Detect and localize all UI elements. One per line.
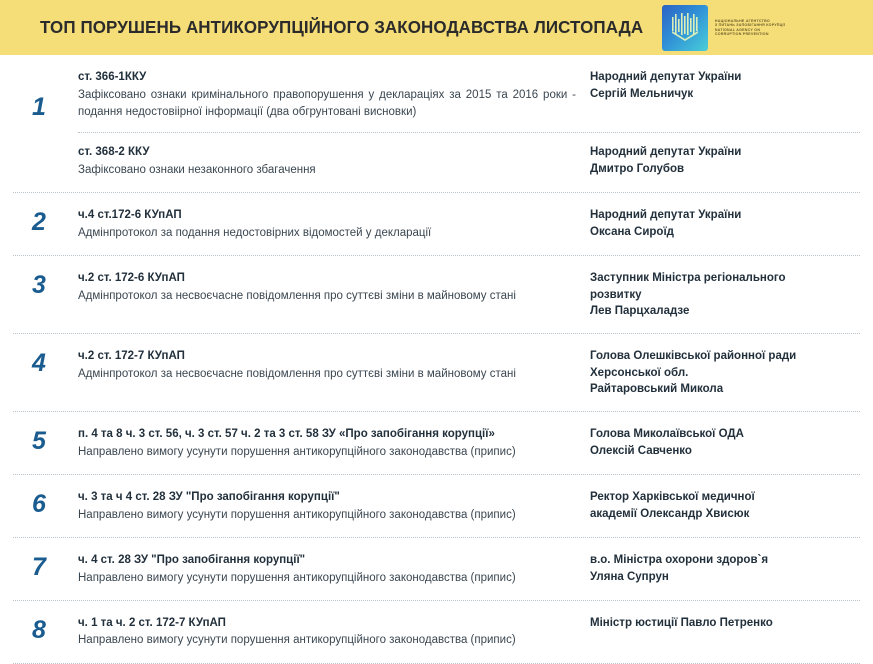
violation-entry[interactable]: ст. 368-2 ККУ Зафіксовано ознаки незаконн… bbox=[0, 133, 873, 192]
official-name-line: Народний депутат України bbox=[590, 71, 742, 83]
row-separator bbox=[13, 536, 860, 538]
violation-description: ч.2 ст. 172-6 КУпАП Адмінпротокол за несв… bbox=[78, 270, 590, 305]
violation-description: ч.4 ст.172-6 КУпАП Адмінпротокол за подан… bbox=[78, 207, 590, 242]
violation-detail: Адмінпротокол за несвоєчасне повідомленн… bbox=[78, 367, 516, 380]
logo-en-line1: NATIONAL AGENCY ON bbox=[714, 27, 761, 32]
page-header: ТОП ПОРУШЕНЬ АНТИКОРУПЦІЙНОГО ЗАКОНОДАВС… bbox=[0, 0, 873, 55]
violation-detail: Направлено вимогу усунути порушення анти… bbox=[78, 634, 516, 647]
violation-detail: Направлено вимогу усунути порушення анти… bbox=[78, 508, 516, 521]
violation-entry[interactable]: 6 ч. 3 та ч 4 ст. 28 ЗУ "Про запобігання … bbox=[0, 475, 873, 537]
official-name-line: Голова Олешківської районної ради bbox=[590, 350, 797, 363]
row-inner-separator bbox=[78, 132, 860, 134]
violation-description: ст. 368-2 ККУ Зафіксовано ознаки незаконн… bbox=[78, 144, 590, 179]
table-row[interactable]: 3 ч.2 ст. 172-6 КУпАП Адмінпротокол за нес… bbox=[0, 256, 873, 333]
violation-detail: Направлено вимогу усунути порушення анти… bbox=[78, 571, 516, 584]
official-name: Голова Миколаївської ОДА Олексій Савченко bbox=[590, 426, 873, 459]
official-name-line: Заступник Міністра регіонального bbox=[590, 272, 786, 285]
official-name-line: Дмитро Голубов bbox=[590, 162, 685, 175]
agency-logo-text: НАЦІОНАЛЬНЕ АГЕНТСТВО З ПИТАНЬ ЗАПОБІГАН… bbox=[715, 19, 785, 37]
page-title: ТОП ПОРУШЕНЬ АНТИКОРУПЦІЙНОГО ЗАКОНОДАВС… bbox=[40, 17, 644, 37]
violation-entry[interactable]: 2 ч.4 ст.172-6 КУпАП Адмінпротокол за пода… bbox=[0, 193, 873, 255]
logo-ua-line1: НАЦІОНАЛЬНЕ АГЕНТСТВО bbox=[714, 18, 770, 23]
law-article: п. 4 та 8 ч. 3 ст. 56, ч. 3 ст. 57 ч. 2 … bbox=[78, 428, 495, 441]
official-name-line: Уляна Супрун bbox=[590, 570, 669, 583]
official-name-line: Народний депутат України bbox=[590, 209, 742, 222]
violation-description: ч. 4 ст. 28 ЗУ "Про запобігання корупції… bbox=[78, 552, 590, 587]
table-row[interactable]: 6 ч. 3 та ч 4 ст. 28 ЗУ "Про запобігання … bbox=[0, 475, 873, 537]
violation-entry[interactable]: 8 ч. 1 та ч. 2 ст. 172-7 КУпАП Направлено … bbox=[0, 601, 873, 663]
rank-number bbox=[0, 144, 78, 146]
official-name-line: розвитку bbox=[590, 288, 642, 301]
violation-description: ч. 3 та ч 4 ст. 28 ЗУ "Про запобігання к… bbox=[78, 489, 590, 524]
table-row[interactable]: 1 ст. 366-1ККУ Зафіксовано ознаки кримінал… bbox=[0, 55, 873, 192]
logo-en-line2: CORRUPTION PREVENTION bbox=[714, 31, 769, 36]
table-row[interactable]: 5 п. 4 та 8 ч. 3 ст. 56, ч. 3 ст. 57 ч. 2… bbox=[0, 412, 873, 474]
violations-table: 1 ст. 366-1ККУ Зафіксовано ознаки кримінал… bbox=[0, 55, 873, 664]
table-row[interactable]: 7 ч. 4 ст. 28 ЗУ "Про запобігання корупці… bbox=[0, 538, 873, 600]
nazk-emblem-icon bbox=[661, 4, 708, 51]
rank-number: 1 bbox=[32, 93, 46, 121]
violation-detail: Направлено вимогу усунути порушення анти… bbox=[78, 445, 516, 458]
official-name: Заступник Міністра регіонального розвитку… bbox=[590, 270, 873, 320]
official-name-line: Оксана Сироїд bbox=[590, 225, 674, 238]
violation-description: ч.2 ст. 172-7 КУпАП Адмінпротокол за несв… bbox=[78, 348, 590, 383]
violation-detail: Адмінпротокол за несвоєчасне повідомленн… bbox=[78, 289, 516, 302]
law-article: ч.4 ст.172-6 КУпАП bbox=[78, 209, 182, 222]
official-name: Голова Олешківської районної ради Херсонс… bbox=[590, 348, 873, 398]
official-name: Народний депутат України Сергій Мельничук bbox=[590, 69, 873, 102]
law-article: ч. 3 та ч 4 ст. 28 ЗУ "Про запобігання к… bbox=[78, 490, 340, 503]
violation-detail: Зафіксовано ознаки кримінального правопо… bbox=[78, 88, 576, 118]
official-name: в.о. Міністра охорони здоров`я Уляна Супр… bbox=[590, 552, 873, 585]
law-article: ч. 1 та ч. 2 ст. 172-7 КУпАП bbox=[78, 616, 226, 629]
rank-number: 3 bbox=[32, 271, 46, 300]
violation-entry[interactable]: 3 ч.2 ст. 172-6 КУпАП Адмінпротокол за нес… bbox=[0, 256, 873, 333]
violation-entry[interactable]: 5 п. 4 та 8 ч. 3 ст. 56, ч. 3 ст. 57 ч. 2… bbox=[0, 412, 873, 474]
row-separator bbox=[13, 255, 860, 257]
rank-number: 6 bbox=[32, 489, 46, 518]
violation-entry[interactable]: 4 ч.2 ст. 172-7 КУпАП Адмінпротокол за нес… bbox=[0, 334, 873, 411]
table-row[interactable]: 4 ч.2 ст. 172-7 КУпАП Адмінпротокол за нес… bbox=[0, 334, 873, 411]
violation-description: п. 4 та 8 ч. 3 ст. 56, ч. 3 ст. 57 ч. 2 … bbox=[78, 426, 590, 461]
violation-detail: Адмінпротокол за подання недостовірних в… bbox=[78, 226, 432, 239]
rank-number: 8 bbox=[32, 615, 46, 644]
row-separator bbox=[13, 333, 860, 335]
official-name: Народний депутат України Оксана Сироїд bbox=[590, 207, 873, 240]
official-name-line: Голова Миколаївської ОДА bbox=[590, 428, 744, 441]
law-article: ч.2 ст. 172-6 КУпАП bbox=[78, 272, 185, 285]
official-name-line: в.о. Міністра охорони здоров`я bbox=[590, 553, 769, 566]
official-name-line: академії Олександр Хвисюк bbox=[590, 507, 750, 520]
law-article: ч. 4 ст. 28 ЗУ "Про запобігання корупції… bbox=[78, 553, 306, 566]
rank-number: 4 bbox=[32, 349, 46, 378]
violation-description: ч. 1 та ч. 2 ст. 172-7 КУпАП Направлено в… bbox=[78, 615, 590, 650]
official-name: Міністр юстиції Павло Петренко bbox=[590, 615, 873, 632]
official-name-line: Ректор Харківської медичної bbox=[590, 490, 755, 503]
violation-entry[interactable]: 7 ч. 4 ст. 28 ЗУ "Про запобігання корупці… bbox=[0, 538, 873, 600]
violation-description: ст. 366-1ККУ Зафіксовано ознаки криміналь… bbox=[78, 69, 590, 121]
law-article: ст. 366-1ККУ bbox=[78, 71, 147, 83]
rank-number: 5 bbox=[32, 427, 46, 456]
official-name: Народний депутат України Дмитро Голубов bbox=[590, 144, 873, 177]
law-article: ч.2 ст. 172-7 КУпАП bbox=[78, 350, 185, 363]
row-separator bbox=[13, 473, 860, 475]
official-name-line: Міністр юстиції Павло Петренко bbox=[590, 616, 773, 629]
violation-entry[interactable]: 1 ст. 366-1ККУ Зафіксовано ознаки кримінал… bbox=[0, 55, 873, 132]
row-separator bbox=[13, 192, 860, 194]
agency-logo: НАЦІОНАЛЬНЕ АГЕНТСТВО З ПИТАНЬ ЗАПОБІГАН… bbox=[661, 4, 785, 51]
official-name-line: Райтаровський Микола bbox=[590, 383, 724, 396]
table-row[interactable]: 8 ч. 1 та ч. 2 ст. 172-7 КУпАП Направлено … bbox=[0, 601, 873, 663]
official-name: Ректор Харківської медичної академії Олек… bbox=[590, 489, 873, 522]
official-name-line: Олексій Савченко bbox=[590, 444, 692, 457]
table-row[interactable]: 2 ч.4 ст.172-6 КУпАП Адмінпротокол за пода… bbox=[0, 193, 873, 255]
rank-number: 2 bbox=[32, 208, 46, 237]
row-separator bbox=[13, 411, 860, 413]
violation-detail: Зафіксовано ознаки незаконного збагаченн… bbox=[78, 163, 316, 176]
official-name-line: Херсонської обл. bbox=[590, 366, 689, 379]
official-name-line: Сергій Мельничук bbox=[590, 87, 694, 100]
law-article: ст. 368-2 ККУ bbox=[78, 146, 150, 159]
rank-number: 7 bbox=[32, 552, 46, 581]
logo-ua-line2: З ПИТАНЬ ЗАПОБІГАННЯ КОРУПЦІЇ bbox=[714, 23, 786, 28]
official-name-line: Народний депутат України bbox=[590, 146, 742, 159]
official-name-line: Лев Парцхаладзе bbox=[590, 305, 690, 318]
